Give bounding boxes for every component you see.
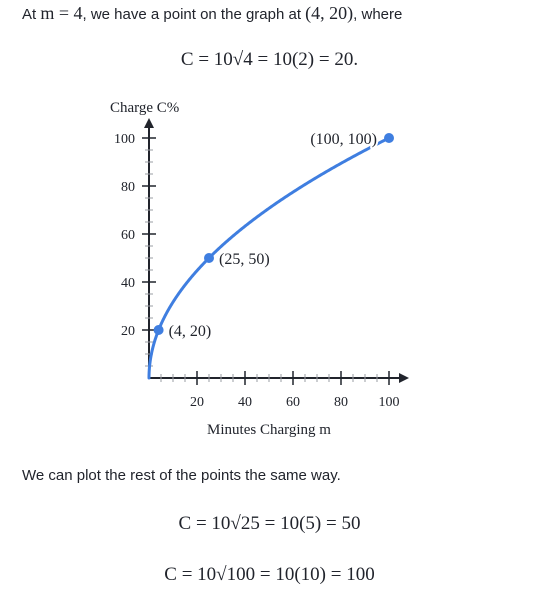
data-point (384, 133, 394, 143)
data-point (204, 253, 214, 263)
points-layer: (4, 20)(4, 20)(25, 50)(25, 50)(100, 100)… (153, 129, 394, 342)
point-label-halo: (100, 100) (310, 131, 377, 148)
x-axis-arrow (399, 373, 409, 383)
equation-2: C = 10√25 = 10(5) = 50 (178, 513, 361, 534)
y-tick-label: 60 (121, 228, 135, 243)
chart-ticks: 20 40 60 80 100 20 40 60 80 100 (114, 132, 400, 410)
intro-sentence: At m = 4, we have a point on the graph a… (22, 2, 402, 26)
x-tick-label: 80 (334, 395, 348, 410)
chart-axes (144, 118, 409, 383)
paragraph: We can plot the rest of the points the s… (22, 467, 341, 484)
intro-suffix: , where (353, 6, 403, 23)
equation-3: C = 10√100 = 10(10) = 100 (164, 564, 375, 585)
data-point (153, 325, 164, 335)
point-label: (100, 100) (310, 131, 377, 148)
y-axis-label: Charge C% (110, 100, 179, 116)
x-axis-label: Minutes Charging m (207, 422, 331, 438)
point-label: (25, 50) (219, 251, 270, 268)
y-tick-label: 80 (121, 180, 135, 195)
y-tick-label: 100 (114, 132, 135, 147)
intro-prefix: At (22, 6, 41, 23)
x-tick-label: 40 (238, 395, 252, 410)
point-label: (4, 20) (169, 323, 212, 340)
intro-m-value: m = 4 (40, 3, 83, 23)
intro-point: (4, 20) (305, 3, 354, 23)
y-tick-label: 20 (121, 324, 135, 339)
y-axis-arrow (144, 118, 154, 128)
y-tick-label: 40 (121, 276, 135, 291)
x-tick-label: 100 (379, 395, 400, 410)
point-label-halo: (4, 20) (169, 323, 212, 340)
equation-1: C = 10√4 = 10(2) = 20. (180, 49, 359, 70)
x-tick-label: 20 (190, 395, 204, 410)
point-label-halo: (25, 50) (219, 251, 270, 268)
intro-middle: , we have a point on the graph at (82, 6, 306, 23)
x-tick-label: 60 (286, 395, 300, 410)
